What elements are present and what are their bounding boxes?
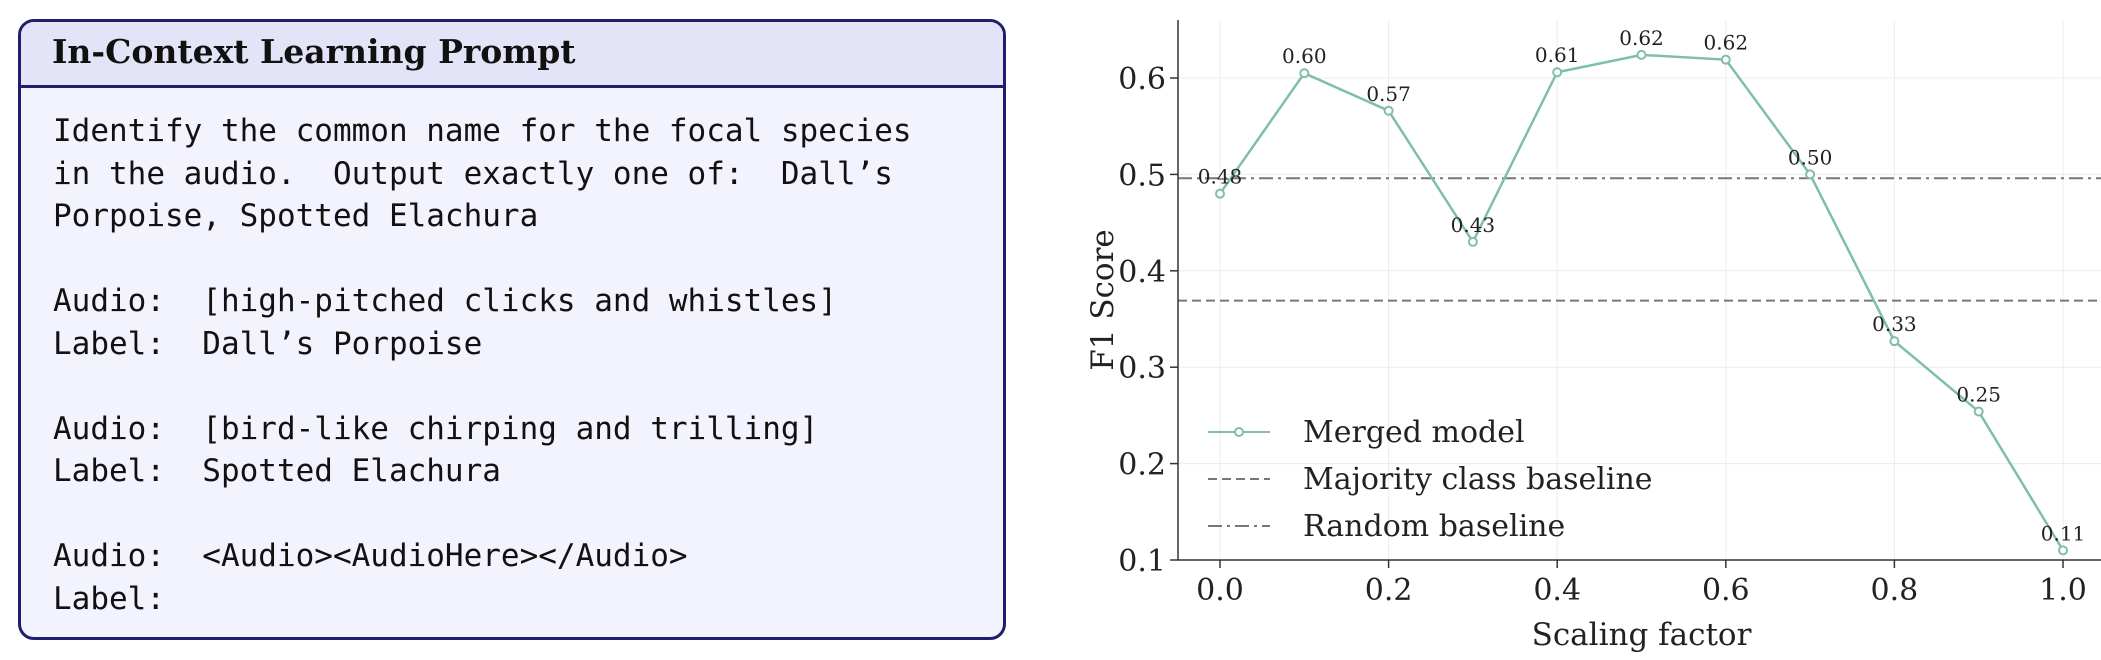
data-point xyxy=(1552,67,1563,78)
x-tick-label: 0.6 xyxy=(1702,573,1750,608)
data-label: 0.33 xyxy=(1872,312,1917,336)
y-tick-label: 0.1 xyxy=(1118,544,1166,579)
y-tick-label: 0.5 xyxy=(1118,158,1166,193)
data-point xyxy=(2058,545,2068,556)
data-label: 0.57 xyxy=(1366,82,1411,106)
data-label: 0.60 xyxy=(1282,44,1327,68)
prompt-line xyxy=(53,493,1003,536)
data-point xyxy=(1720,54,1731,65)
data-point xyxy=(1299,68,1310,79)
legend: Merged model Majority class baseline Rando… xyxy=(1208,415,1653,544)
data-point xyxy=(1805,169,1816,180)
legend-marker xyxy=(1234,427,1244,437)
prompt-line: Audio: <Audio><AudioHere></Audio> xyxy=(53,538,688,574)
x-axis-label: Scaling factor xyxy=(1532,617,1752,653)
x-tick-label: 0.8 xyxy=(1871,573,1919,608)
data-label: 0.48 xyxy=(1198,165,1243,189)
prompt-line: Identify the common name for the focal s… xyxy=(53,113,912,149)
y-axis-label: F1 Score xyxy=(1085,229,1121,371)
prompt-line: Label: xyxy=(53,580,165,617)
prompt-line: Audio: [high-pitched clicks and whistles… xyxy=(53,283,837,319)
series-merged-model: 0.48 0.60 0.57 0.43 0.61 0.62 0.62 0.50 0.33 0.25… xyxy=(1198,26,2086,556)
x-tick-label: 0.4 xyxy=(1533,573,1581,608)
data-label: 0.43 xyxy=(1451,213,1496,237)
f1-line-chart: 0.0 0.2 0.4 0.6 0.8 1.0 0.1 0.2 0.3 0.4 0.5 0.6 Scal… xyxy=(1085,20,2101,653)
prompt-box: In-Context Learning Prompt Identify the … xyxy=(18,19,1006,640)
data-point xyxy=(1636,49,1647,60)
legend-label: Majority class baseline xyxy=(1303,462,1653,497)
data-point xyxy=(1215,188,1225,199)
data-label: 0.11 xyxy=(2041,521,2086,545)
prompt-line xyxy=(53,365,1003,408)
prompt-title: In-Context Learning Prompt xyxy=(21,22,1003,88)
x-tick-label: 0.2 xyxy=(1365,573,1413,608)
x-tick-label: 0.0 xyxy=(1196,573,1244,608)
data-label: 0.25 xyxy=(1956,383,2001,407)
data-label: 0.62 xyxy=(1704,31,1749,55)
prompt-line: Audio: [bird-like chirping and trilling] xyxy=(53,410,819,447)
legend-label: Merged model xyxy=(1303,415,1525,450)
x-tick-label: 1.0 xyxy=(2039,573,2087,608)
y-tick-label: 0.6 xyxy=(1118,62,1166,97)
y-tick-label: 0.2 xyxy=(1118,448,1166,483)
axes: 0.0 0.2 0.4 0.6 0.8 1.0 0.1 0.2 0.3 0.4 0.5 0.6 Scal… xyxy=(1085,20,2101,653)
prompt-line: Label: Spotted Elachura xyxy=(53,453,501,489)
data-point xyxy=(1467,236,1478,247)
data-label: 0.50 xyxy=(1788,145,1833,169)
prompt-line: Porpoise, Spotted Elachura xyxy=(53,198,539,234)
y-tick-label: 0.4 xyxy=(1118,255,1166,290)
prompt-body: Identify the common name for the focal s… xyxy=(21,88,1003,620)
data-point xyxy=(1383,105,1394,116)
data-point xyxy=(1973,406,1984,417)
prompt-line: Label: Dall’s Porpoise xyxy=(53,325,483,362)
baselines xyxy=(1178,177,2101,302)
data-label: 0.61 xyxy=(1535,43,1580,67)
data-label: 0.62 xyxy=(1619,26,1664,50)
legend-label: Random baseline xyxy=(1303,509,1565,544)
y-tick-label: 0.3 xyxy=(1118,351,1166,386)
prompt-line xyxy=(53,238,1003,281)
data-point xyxy=(1889,336,1900,347)
prompt-line: in the audio. Output exactly one of: Dal… xyxy=(53,155,893,192)
